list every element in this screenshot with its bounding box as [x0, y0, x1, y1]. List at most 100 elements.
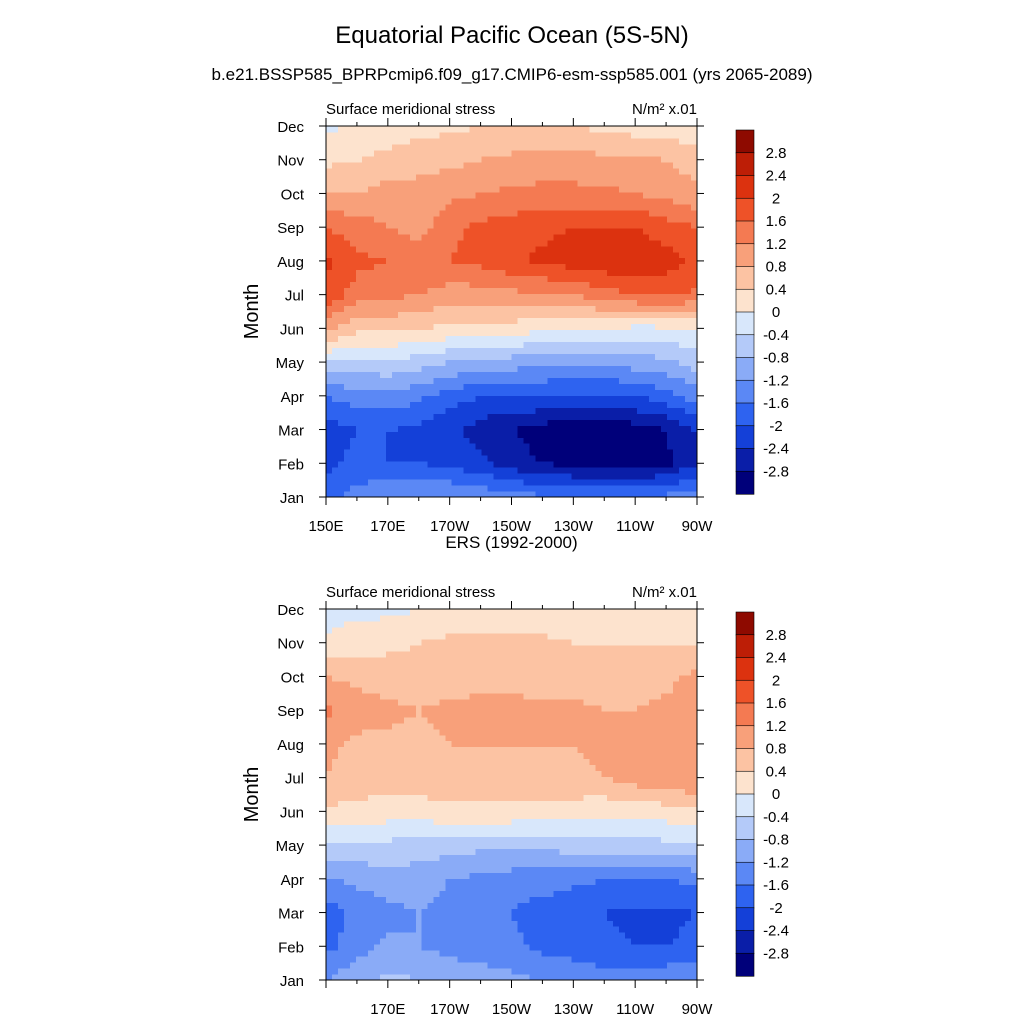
heatmap-cell — [487, 962, 495, 969]
heatmap-cell — [523, 890, 531, 897]
heatmap-cell — [493, 257, 501, 265]
heatmap-cell — [397, 383, 405, 390]
heatmap-cell — [547, 425, 554, 432]
heatmap-cell — [349, 335, 357, 343]
heatmap-cell — [337, 131, 345, 139]
heatmap-cell — [475, 173, 483, 181]
heatmap-cell — [403, 443, 411, 450]
heatmap-cell — [421, 407, 429, 414]
heatmap-cell — [655, 938, 662, 945]
heatmap-cell — [379, 383, 387, 390]
heatmap-cell — [337, 401, 345, 408]
heatmap-cell — [403, 209, 411, 217]
heatmap-cell — [433, 203, 441, 211]
heatmap-cell — [649, 185, 656, 193]
heatmap-cell — [625, 215, 632, 223]
heatmap-cell — [415, 203, 423, 211]
heatmap-cell — [541, 437, 548, 444]
heatmap-cell — [637, 449, 644, 456]
heatmap-cell — [649, 413, 656, 420]
heatmap-cell — [595, 329, 602, 337]
heatmap-cell — [553, 215, 560, 223]
heatmap-cell — [421, 419, 429, 426]
heatmap-cell — [547, 443, 554, 450]
heatmap-cell — [427, 227, 435, 235]
heatmap-cell — [577, 185, 584, 193]
heatmap-cell — [331, 467, 339, 474]
heatmap-cell — [391, 437, 399, 444]
heatmap-cell — [541, 371, 548, 378]
heatmap-cell — [679, 383, 686, 390]
heatmap-cell — [326, 407, 333, 414]
heatmap-cell — [463, 932, 471, 939]
heatmap-cell — [451, 126, 459, 133]
heatmap-cell — [667, 359, 674, 366]
heatmap-cell — [326, 914, 333, 921]
heatmap-cell — [637, 203, 644, 211]
heatmap-cell — [565, 263, 572, 271]
heatmap-cell — [331, 407, 339, 414]
heatmap-cell — [415, 389, 423, 396]
heatmap-cell — [541, 251, 548, 259]
heatmap-cell — [397, 413, 405, 420]
heatmap-cell — [643, 902, 650, 909]
heatmap-cell — [679, 974, 686, 981]
heatmap-cell — [445, 419, 453, 426]
heatmap-cell — [571, 902, 578, 909]
heatmap-cell — [679, 311, 686, 319]
heatmap-cell — [481, 908, 489, 915]
heatmap-cell — [445, 287, 453, 295]
heatmap-cell — [589, 263, 596, 271]
heatmap-cell — [619, 395, 626, 402]
heatmap-cell — [625, 245, 632, 253]
heatmap-cell — [433, 311, 441, 319]
heatmap-cell — [451, 323, 459, 331]
heatmap-cell — [673, 239, 680, 247]
heatmap-cell — [577, 473, 584, 480]
heatmap-cell — [409, 209, 417, 217]
heatmap-cell — [667, 263, 674, 271]
heatmap-cell — [487, 131, 495, 139]
heatmap-cell — [331, 962, 339, 969]
heatmap-cell — [343, 383, 351, 390]
heatmap-cell — [571, 341, 578, 348]
heatmap-cell — [619, 449, 626, 456]
heatmap-cell — [559, 878, 566, 885]
heatmap-cell — [463, 341, 471, 348]
heatmap-cell — [469, 131, 477, 139]
heatmap-cell — [541, 461, 548, 468]
heatmap-cell — [643, 347, 650, 354]
heatmap-cell — [481, 269, 489, 277]
heatmap-cell — [445, 425, 453, 432]
heatmap-cell — [367, 938, 375, 945]
heatmap-cell — [451, 962, 459, 969]
heatmap-cell — [613, 968, 620, 975]
heatmap-cell — [589, 227, 596, 235]
heatmap-cell — [535, 131, 543, 139]
heatmap-cell — [445, 485, 453, 492]
heatmap-cell — [535, 353, 543, 360]
heatmap-cell — [379, 968, 387, 975]
heatmap-cell — [349, 251, 357, 259]
heatmap-cell — [625, 890, 632, 897]
heatmap-cell — [547, 329, 554, 337]
heatmap-cell — [643, 173, 650, 181]
heatmap-cell — [607, 126, 614, 133]
heatmap-cell — [607, 884, 614, 891]
heatmap-cell — [505, 341, 513, 348]
heatmap-cell — [667, 281, 674, 289]
heatmap-cell — [547, 491, 554, 498]
heatmap-cell — [445, 215, 453, 223]
heatmap-cell — [373, 443, 381, 450]
heatmap-cell — [481, 377, 489, 384]
heatmap-cell — [523, 275, 531, 283]
heatmap-cell — [493, 377, 501, 384]
heatmap-cell — [343, 455, 351, 462]
heatmap-cell — [577, 896, 584, 903]
heatmap-cell — [583, 257, 590, 265]
heatmap-cell — [326, 143, 333, 151]
heatmap-cell — [373, 884, 381, 891]
heatmap-cell — [427, 914, 435, 921]
heatmap-cell — [445, 179, 453, 187]
heatmap-cell — [379, 485, 387, 492]
